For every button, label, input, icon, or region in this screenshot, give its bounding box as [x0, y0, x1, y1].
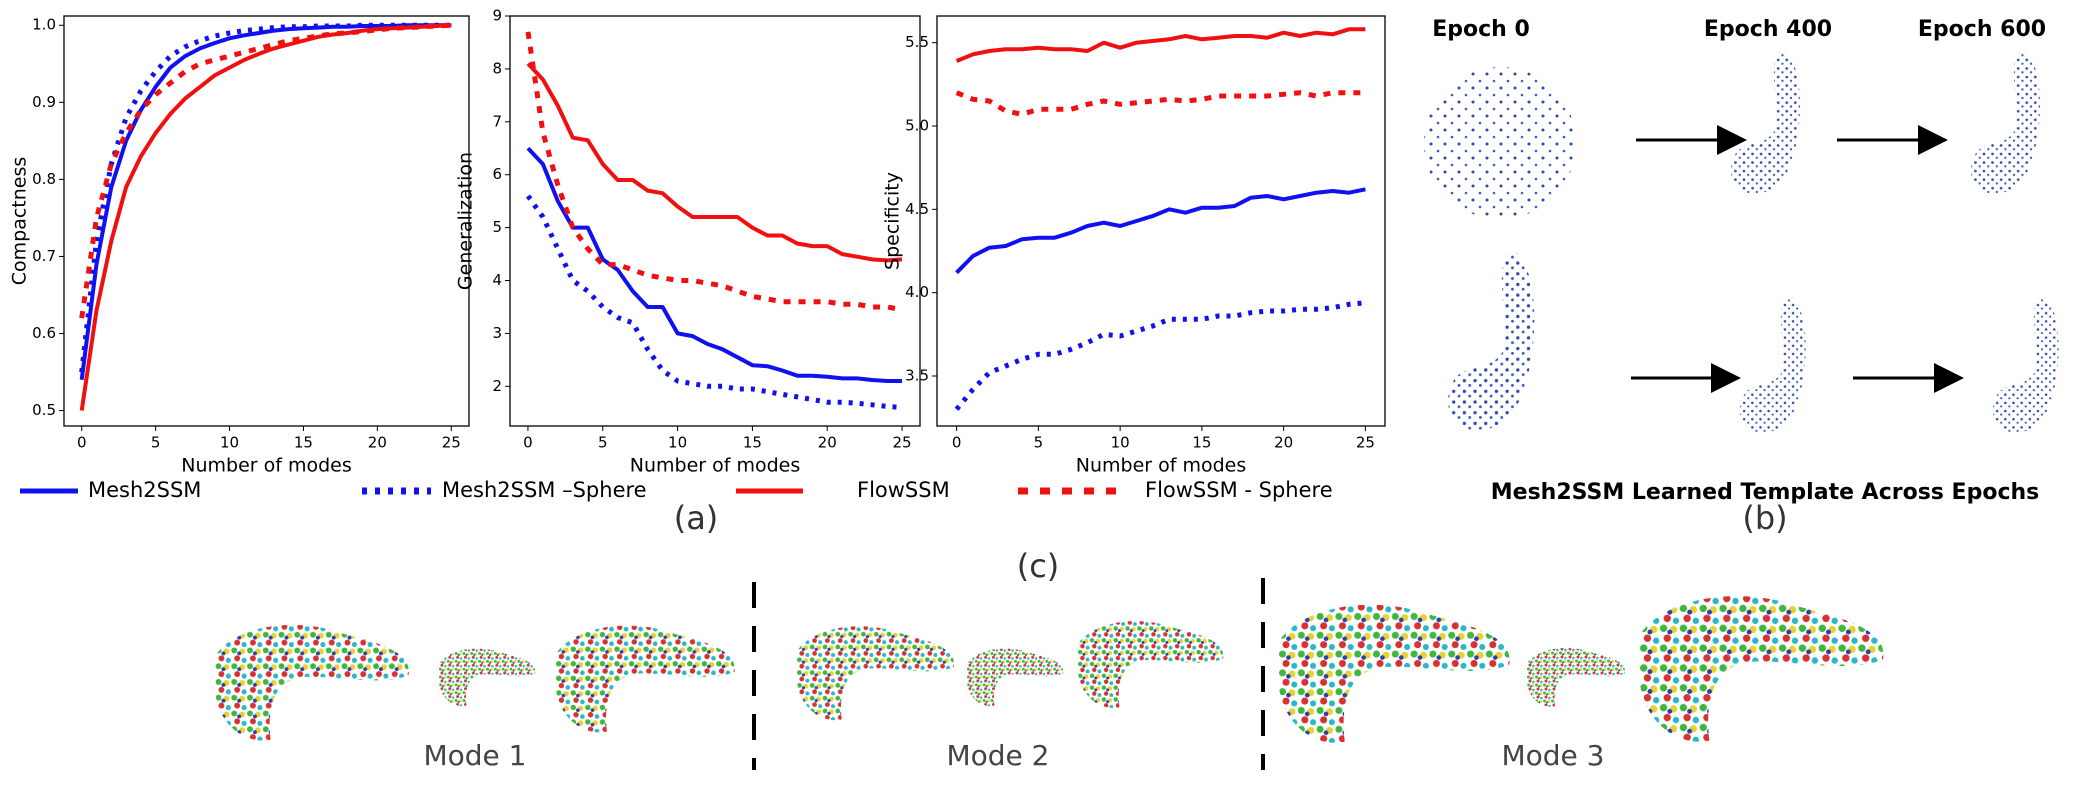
x-axis-label: Number of modes [1076, 455, 1247, 477]
y-tick-label: 0.8 [32, 170, 56, 188]
legend-label: Mesh2SSM [88, 478, 201, 502]
legend-label: FlowSSM [857, 478, 950, 502]
y-tick-label: 2 [492, 377, 502, 395]
epoch-label: Epoch 600 [1918, 17, 2046, 42]
x-tick-label: 20 [1274, 434, 1293, 452]
series-line [955, 187, 1366, 275]
y-tick-label: 5 [492, 218, 502, 236]
series-line [79, 22, 452, 373]
y-tick-label: 4.0 [905, 283, 929, 301]
y-tick-label: 0.9 [32, 93, 56, 111]
caption: Mesh2SSM Learned Template Across Epochs [1491, 480, 2040, 505]
y-axis-label: Specificity [882, 172, 904, 270]
y-tick-label: 0.6 [32, 324, 56, 342]
panel-label: (b) [1742, 499, 1787, 537]
legend-label: FlowSSM - Sphere [1145, 478, 1333, 502]
template-shape [1992, 295, 2059, 433]
x-tick-label: 15 [1192, 434, 1211, 452]
series-line [955, 90, 1366, 117]
series-line [526, 146, 902, 383]
y-tick-label: 0.5 [32, 401, 56, 419]
y-tick-label: 0.7 [32, 247, 56, 265]
sphere-template [1424, 67, 1576, 219]
x-tick-label: 0 [523, 434, 533, 452]
series-line [525, 194, 903, 410]
mode-shape [556, 625, 735, 733]
y-tick-label: 7 [492, 112, 502, 130]
y-tick-label: 3.5 [905, 367, 929, 385]
y-tick-label: 8 [492, 59, 502, 77]
mode-shape [1640, 596, 1884, 742]
series-line [79, 23, 452, 381]
y-tick-label: 6 [492, 165, 502, 183]
epoch-label: Epoch 400 [1704, 17, 1832, 42]
mode-shape [1078, 621, 1224, 709]
series-line [79, 23, 452, 411]
series-line [526, 62, 903, 263]
x-tick-label: 15 [743, 434, 762, 452]
x-tick-label: 25 [442, 434, 461, 452]
mode-shape [797, 626, 955, 721]
epoch-label: Epoch 0 [1432, 17, 1530, 42]
x-tick-label: 5 [151, 434, 161, 452]
plot-frame [936, 15, 1386, 427]
x-tick-label: 10 [668, 434, 687, 452]
mode-shape [967, 648, 1064, 707]
series-line [954, 300, 1366, 411]
panel-label: (a) [674, 499, 719, 537]
template-shape [1730, 49, 1801, 194]
template-shape [1448, 250, 1535, 431]
template-shape [1739, 295, 1806, 433]
mode-label: Mode 3 [1501, 739, 1604, 772]
x-tick-label: 5 [598, 434, 608, 452]
x-tick-label: 10 [220, 434, 239, 452]
x-tick-label: 15 [294, 434, 313, 452]
template-panel: Epoch 0 Epoch 400 Epoch 600 Mesh2SSM Lea… [1424, 17, 2059, 505]
plot-frame [509, 15, 921, 427]
mode-label: Mode 2 [946, 739, 1049, 772]
mode-shape [215, 624, 409, 741]
x-tick-label: 0 [952, 434, 962, 452]
x-tick-label: 25 [1356, 434, 1375, 452]
mode-shape [1279, 604, 1510, 743]
x-tick-label: 20 [818, 434, 837, 452]
y-tick-label: 4 [492, 271, 502, 289]
plot-frame [63, 15, 470, 427]
x-tick-label: 20 [368, 434, 387, 452]
y-tick-label: 4.5 [905, 200, 929, 218]
y-tick-label: 9 [492, 7, 502, 25]
x-tick-label: 0 [77, 434, 87, 452]
modes-panel: Mode 1 Mode 2 Mode 3 [215, 578, 1884, 772]
x-tick-label: 5 [1034, 434, 1044, 452]
mode-label: Mode 1 [423, 739, 526, 772]
legend-label: Mesh2SSM –Sphere [442, 478, 647, 502]
series-line [79, 22, 452, 319]
panel-label: (c) [1017, 547, 1060, 585]
template-shape [1970, 49, 2041, 194]
x-tick-label: 10 [1111, 434, 1130, 452]
y-tick-label: 5.0 [905, 117, 929, 135]
x-tick-label: 25 [892, 434, 911, 452]
mode-shape [439, 648, 536, 707]
y-axis-label: Generalization [455, 152, 477, 290]
series-line [525, 31, 903, 313]
y-axis-label: Compactness [9, 157, 31, 286]
x-axis-label: Number of modes [181, 455, 352, 477]
y-tick-label: 3 [492, 324, 502, 342]
mode-shape [1527, 648, 1626, 707]
x-axis-label: Number of modes [630, 455, 801, 477]
y-tick-label: 1.0 [32, 16, 56, 34]
y-tick-label: 5.5 [905, 33, 929, 51]
series-line [955, 27, 1366, 63]
